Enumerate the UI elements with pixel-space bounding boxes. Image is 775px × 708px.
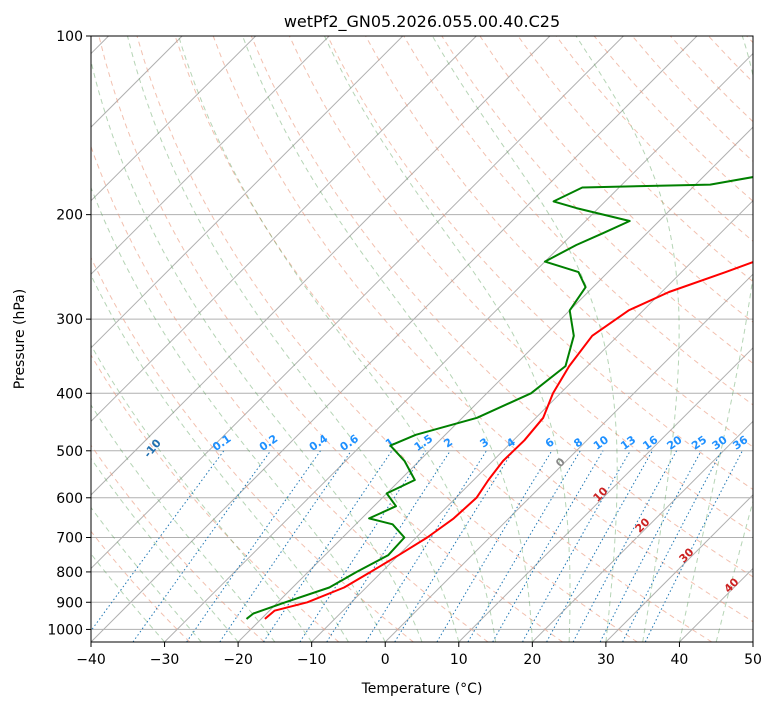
dry-adiabat-line (174, 36, 713, 642)
moist-adiabat-line (91, 186, 386, 642)
mixing-ratio-line (572, 450, 678, 642)
chart-title: wetPf2_GN05.2026.055.00.40.C25 (284, 12, 560, 32)
isotherm-line (91, 36, 477, 423)
moist-adiabat-line (91, 404, 276, 642)
moist-adiabat-line (91, 274, 349, 642)
isotherm-line (91, 36, 257, 202)
dry-adiabat-line (212, 36, 753, 623)
mixing-ratio-line (299, 450, 426, 642)
x-tick-label: 40 (671, 652, 689, 668)
skewed-isotherms (91, 36, 753, 642)
mixing-ratio-line (91, 450, 225, 632)
isotherm-line (91, 36, 624, 570)
y-axis-label: Pressure (hPa) (12, 289, 28, 389)
mixing-ratio-line (365, 450, 487, 642)
dry-adiabat-line (288, 36, 753, 534)
isotherm-line (458, 347, 753, 642)
y-tick-label: 500 (56, 444, 83, 460)
y-tick-label: 300 (56, 312, 83, 328)
moist-adiabats (91, 36, 753, 642)
dry-adiabat-line (517, 36, 753, 283)
x-tick-label: −30 (150, 652, 180, 668)
moist-adiabat-line (324, 36, 571, 642)
isotherm-line (164, 52, 753, 642)
isotherm-line (91, 36, 330, 275)
y-tick-label: 900 (56, 595, 83, 611)
y-tick-label: 1000 (47, 622, 83, 638)
y-tick-label: 800 (56, 565, 83, 581)
mixing-ratio-line (436, 450, 553, 642)
dry-adiabat-line (403, 36, 753, 406)
dry-adiabat-line (250, 36, 753, 578)
mixing-ratio-line (599, 450, 702, 642)
mixing-ratio-line (522, 450, 631, 642)
moist-adiabat-line (431, 36, 618, 642)
mixing-ratio-line (132, 450, 272, 642)
dry-adiabat-line (91, 145, 489, 642)
y-tick-label: 400 (56, 386, 83, 402)
isotherm-line (91, 36, 551, 496)
dry-adiabat-line (441, 36, 753, 364)
moist-adiabat-line (91, 506, 202, 642)
moist-adiabat-line (575, 36, 680, 642)
isotherm-line (531, 420, 753, 642)
x-tick-label: 20 (523, 652, 541, 668)
x-tick-label: 10 (450, 652, 468, 668)
dry-adiabat-line (98, 36, 563, 642)
profile-series (245, 176, 753, 620)
isobar-grid (91, 36, 753, 630)
isotherm-line (384, 273, 753, 642)
y-axis-ticks: 100 200 300 400 500 600 700 800 900 1000 (47, 29, 91, 638)
dry-adiabat-line (91, 530, 191, 642)
temperature-profile-line (264, 260, 753, 620)
mixing-ratio-lines (91, 450, 743, 642)
dewpoint-profile-line (245, 176, 753, 620)
isotherm-line (91, 36, 404, 349)
moist-adiabat-line (127, 36, 460, 642)
x-tick-label: −20 (223, 652, 253, 668)
y-tick-label: 100 (56, 29, 83, 45)
mixing-ratio-line (186, 450, 321, 642)
isotherm-line (91, 36, 698, 642)
x-axis-label: Temperature (°C) (361, 681, 483, 697)
x-tick-label: 50 (744, 652, 762, 668)
plot-frame (90, 35, 754, 643)
mixing-ratio-line (219, 450, 352, 642)
y-tick-label: 600 (56, 491, 83, 507)
x-tick-label: −10 (297, 652, 327, 668)
x-axis-ticks: −40 −30 −20 −10 0 10 20 30 40 50 (76, 642, 762, 668)
moist-adiabat-line (242, 36, 533, 642)
moist-adiabat-line (178, 36, 497, 642)
mixing-ratio-line (326, 450, 451, 642)
moist-adiabat-line (91, 344, 313, 642)
x-tick-label: 0 (381, 652, 390, 668)
x-tick-label: −40 (76, 652, 106, 668)
isotherm-line (605, 494, 753, 642)
dry-adiabat-line (136, 36, 638, 642)
isotherm-line (237, 126, 753, 642)
mixing-ratio-line (546, 450, 653, 642)
y-tick-label: 700 (56, 531, 83, 547)
y-tick-label: 200 (56, 208, 83, 224)
moist-adiabat-line (91, 457, 239, 642)
moist-adiabat-line (91, 553, 165, 642)
mixing-ratio-line (263, 450, 393, 642)
moist-adiabat-line (91, 59, 423, 642)
dry-adiabat-line (91, 256, 414, 642)
dry-adiabat-line (91, 444, 265, 642)
x-tick-label: 30 (597, 652, 615, 668)
